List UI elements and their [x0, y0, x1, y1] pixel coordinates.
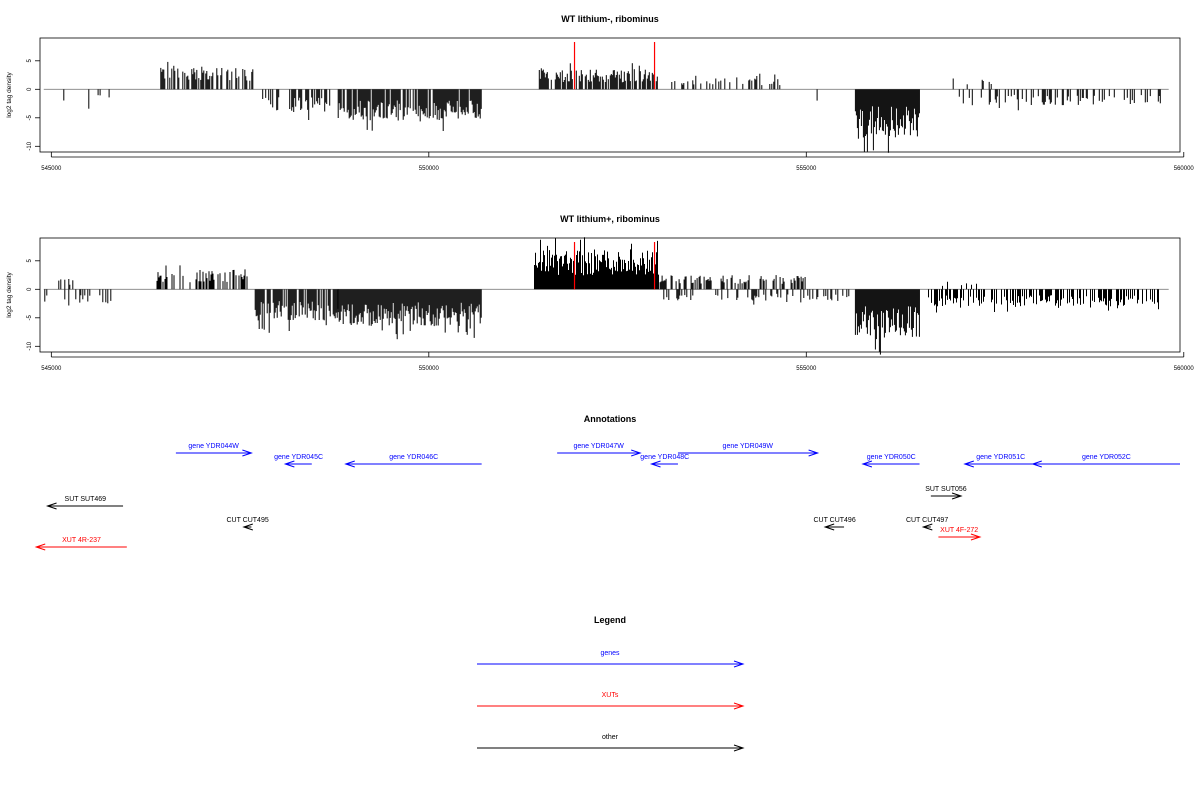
annotation-label: XUT 4F-272: [940, 527, 978, 534]
x-tick-label: 545000: [41, 366, 62, 372]
annotation-gene-ydr049w: gene YDR049W: [677, 443, 820, 457]
legend-item-genes: genes: [477, 650, 745, 668]
panel-title: WT lithium-, ribominus: [561, 14, 659, 24]
legend-label: other: [602, 734, 619, 741]
annotation-label: gene YDR048C: [640, 454, 689, 461]
annotation-sut-sut469: SUT SUT469: [45, 496, 124, 510]
y-tick-label: 0: [27, 87, 33, 91]
x-tick-label: 560000: [1174, 366, 1195, 372]
legend-arrowhead: [733, 702, 745, 710]
y-axis-label: log2 tag density: [6, 271, 13, 317]
annotation-arrowhead: [823, 523, 835, 531]
plot-frame: [39, 37, 1181, 153]
annotation-label: gene YDR049W: [723, 443, 774, 450]
legend-panel: Legend genes XUTs other: [477, 615, 745, 752]
x-tick-label: 560000: [1174, 166, 1195, 172]
annotation-arrowhead: [242, 449, 253, 457]
annotation-xut-4f-272: XUT 4F-272: [938, 527, 982, 541]
annotation-arrowhead: [951, 492, 963, 500]
annotations-panel: Annotations gene YDR044W gene YDR045C gene…: [34, 414, 1180, 551]
annotation-gene-ydr044w: gene YDR044W: [175, 443, 253, 457]
y-tick-label: 5: [27, 258, 33, 262]
legend-item-other: other: [477, 734, 745, 752]
annotation-gene-ydr046c: gene YDR046C: [344, 454, 482, 468]
annotation-label: CUT CUT495: [226, 517, 268, 524]
annotation-label: gene YDR046C: [389, 454, 438, 461]
y-tick-label: -5: [27, 314, 33, 320]
annotation-gene-ydr051c: gene YDR051C: [963, 454, 1037, 468]
coverage-panel-1: WT lithium-, ribominus 545000 550000 555000…: [6, 14, 1194, 172]
annotation-label: CUT CUT497: [906, 517, 948, 524]
coverage-bars: [44, 237, 1159, 355]
annotation-arrowhead: [1031, 460, 1042, 468]
coverage-bars: [63, 61, 1161, 153]
annotation-label: gene YDR052C: [1082, 454, 1131, 461]
annotation-arrowhead: [808, 449, 820, 457]
annotation-label: XUT 4R-237: [62, 537, 101, 544]
annotation-label: gene YDR045C: [274, 454, 323, 461]
annotation-cut-cut495: CUT CUT495: [226, 517, 269, 531]
annotation-label: CUT CUT496: [813, 517, 855, 524]
y-tick-label: 5: [27, 58, 33, 62]
annotation-arrowhead: [45, 502, 57, 510]
annotation-arrowhead: [649, 460, 661, 468]
annotation-arrowhead: [921, 523, 933, 531]
legend-title: Legend: [594, 615, 626, 625]
annotation-arrowhead: [970, 533, 982, 541]
annotation-label: gene YDR044W: [188, 443, 239, 450]
y-tick-label: -10: [27, 141, 33, 150]
annotation-label: SUT SUT469: [65, 496, 107, 503]
y-axis-label: log2 tag density: [6, 71, 13, 117]
annotation-gene-ydr052c: gene YDR052C: [1031, 454, 1180, 468]
legend-label: genes: [600, 650, 620, 657]
annotation-arrowhead: [344, 460, 355, 468]
y-tick-label: -5: [27, 114, 33, 120]
annotation-label: gene YDR051C: [976, 454, 1025, 461]
x-tick-label: 550000: [419, 366, 440, 372]
annotation-arrowhead: [34, 543, 46, 551]
annotation-label: gene YDR050C: [867, 454, 916, 461]
annotations-title: Annotations: [584, 414, 637, 424]
legend-arrowhead: [733, 744, 745, 752]
plot-frame: [39, 237, 1181, 353]
annotation-arrowhead: [631, 449, 642, 457]
x-tick-label: 550000: [419, 166, 440, 172]
annotation-label: SUT SUT056: [925, 486, 967, 493]
annotation-arrowhead: [861, 460, 873, 468]
x-tick-label: 545000: [41, 166, 62, 172]
annotation-label: gene YDR047W: [573, 443, 624, 450]
annotation-xut-4r-237: XUT 4R-237: [34, 537, 127, 551]
y-tick-label: 0: [27, 287, 33, 291]
annotation-gene-ydr050c: gene YDR050C: [861, 454, 920, 468]
annotation-arrowhead: [963, 460, 974, 468]
annotation-gene-ydr048c: gene YDR048C: [640, 454, 689, 468]
annotation-gene-ydr045c: gene YDR045C: [274, 454, 323, 468]
annotation-arrowhead: [283, 460, 295, 468]
panel-title: WT lithium+, ribominus: [560, 214, 660, 224]
annotation-arrowhead: [242, 523, 253, 531]
x-tick-label: 555000: [796, 366, 817, 372]
x-tick-label: 555000: [796, 166, 817, 172]
legend-item-xuts: XUTs: [477, 692, 745, 710]
legend-arrowhead: [733, 660, 745, 668]
y-tick-label: -10: [27, 341, 33, 350]
annotation-cut-cut496: CUT CUT496: [813, 517, 856, 531]
annotation-cut-cut497: CUT CUT497: [906, 517, 948, 531]
coverage-panel-2: WT lithium+, ribominus 545000 550000 555000…: [6, 214, 1194, 372]
annotation-sut-sut056: SUT SUT056: [925, 486, 967, 500]
annotation-gene-ydr047w: gene YDR047W: [557, 443, 642, 457]
legend-label: XUTs: [602, 692, 619, 699]
